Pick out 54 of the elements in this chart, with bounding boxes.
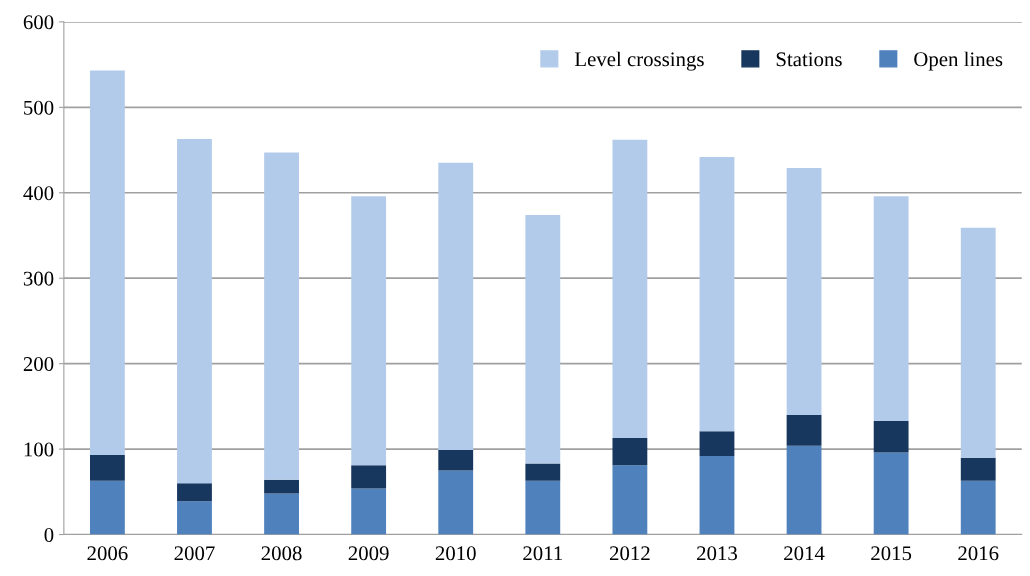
bar — [351, 465, 387, 489]
bar — [351, 196, 387, 466]
legend-label: Open lines — [914, 51, 1003, 71]
bar — [264, 152, 299, 480]
bar — [873, 420, 909, 453]
bar — [351, 488, 387, 535]
x-tick-label: 2013 — [697, 546, 737, 561]
bar — [525, 480, 561, 535]
bar — [873, 452, 909, 535]
y-tick-label: 400 — [23, 186, 54, 201]
x-tick-label: 2007 — [174, 546, 215, 561]
bar — [699, 455, 735, 535]
x-tick-label: 2010 — [435, 546, 476, 561]
bar — [960, 457, 996, 481]
bar — [89, 455, 125, 481]
bar — [960, 227, 996, 458]
bar — [438, 470, 474, 535]
bar — [89, 480, 125, 535]
bar — [786, 167, 822, 415]
x-tick-label: 2016 — [958, 546, 999, 561]
x-tick-label: 2014 — [784, 546, 825, 561]
x-tick-label: 2006 — [87, 546, 128, 561]
bar — [177, 483, 212, 502]
bar — [525, 214, 561, 464]
bar — [960, 480, 996, 535]
y-tick-label: 600 — [23, 15, 54, 30]
bar — [699, 431, 735, 456]
bar — [699, 156, 735, 432]
bar — [612, 465, 648, 535]
bar — [786, 414, 822, 446]
x-tick-label: 2009 — [348, 546, 389, 561]
y-tick-label: 100 — [24, 442, 54, 457]
bar — [438, 449, 474, 471]
x-tick-label: 2011 — [523, 546, 562, 561]
legend-label: Level crossings — [574, 51, 704, 71]
legend-label: Stations — [776, 52, 842, 67]
y-tick-label: 500 — [24, 100, 54, 115]
x-tick-label: 2012 — [609, 546, 650, 561]
bar — [612, 139, 648, 438]
bar — [873, 196, 909, 421]
bar — [177, 138, 212, 484]
bar — [786, 445, 822, 535]
bar — [177, 501, 212, 535]
y-tick-label: 0 — [44, 527, 54, 542]
y-tick-label: 200 — [23, 357, 54, 372]
x-tick-label: 2008 — [261, 546, 302, 561]
y-tick-label: 300 — [23, 271, 54, 286]
x-tick-label: 2015 — [871, 546, 912, 561]
bar — [525, 463, 561, 481]
bar — [89, 70, 125, 456]
bar — [438, 162, 474, 450]
bar — [612, 437, 648, 466]
bar — [264, 493, 299, 535]
bar — [264, 479, 299, 494]
